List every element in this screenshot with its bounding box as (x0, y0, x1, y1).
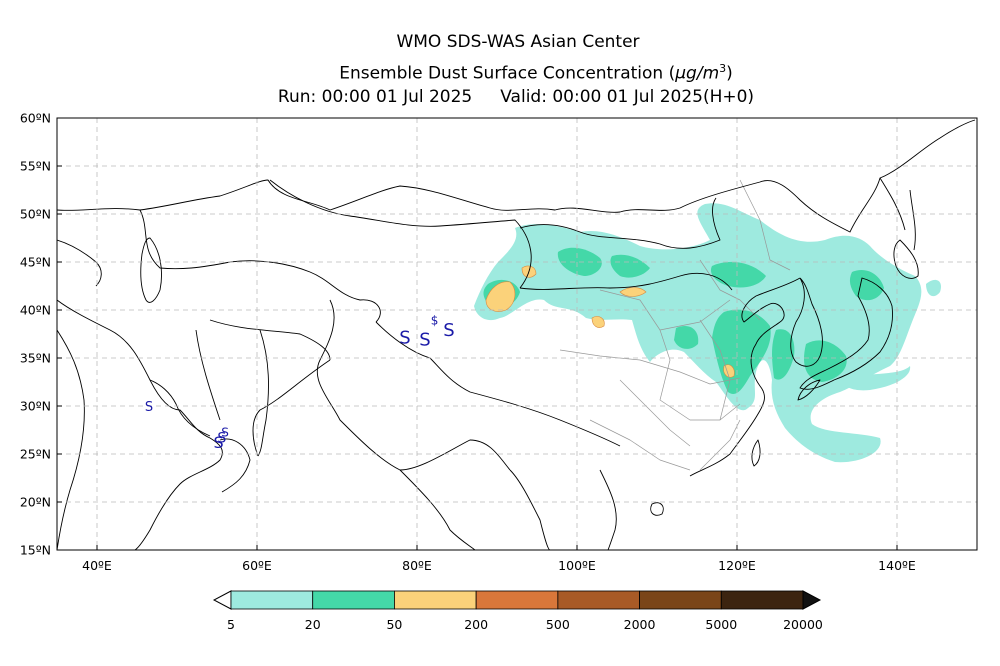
grid-lines (57, 118, 977, 550)
colorbar-label: 5 (227, 617, 235, 632)
colorbar-label: 500 (546, 617, 570, 632)
lon-tick-label: 80ºE (402, 558, 432, 573)
map-subtitle: Ensemble Dust Surface Concentration (μg/… (339, 62, 733, 84)
lat-tick-label: 40ºN (20, 303, 51, 318)
lat-tick-label: 35ºN (20, 351, 51, 366)
unit-label: μg/m (675, 63, 720, 84)
sandstorm-symbol: S (221, 426, 229, 440)
colorbar-swatch (394, 590, 477, 610)
dust-concentration-layer (474, 203, 941, 463)
dust-level-5 (474, 203, 941, 463)
longitude-tick-labels: 40ºE 60ºE 80ºE 100ºE 120ºE 140ºE (82, 545, 916, 573)
lat-tick-label: 25ºN (20, 447, 51, 462)
colorbar-legend (212, 590, 822, 610)
colorbar-swatch (720, 590, 804, 610)
colorbar-under-arrow (212, 590, 232, 610)
colorbar-swatch (639, 590, 722, 610)
colorbar-label: 2000 (624, 617, 656, 632)
map-frame (56, 117, 978, 551)
colorbar-label: 200 (464, 617, 488, 632)
sandstorm-symbol: S (217, 430, 226, 446)
colorbar-label: 50 (386, 617, 402, 632)
map-title: WMO SDS-WAS Asian Center (396, 32, 640, 52)
lat-tick-label: 60ºN (20, 111, 51, 126)
colorbar-over-arrow (802, 590, 822, 610)
run-time: Run: 00:00 01 Jul 2025 (277, 87, 473, 107)
sandstorm-symbol: S (145, 400, 153, 415)
lat-tick-label: 55ºN (20, 159, 51, 174)
colorbar-tick-labels: 5 20 50 200 500 2000 5000 20000 (227, 617, 823, 632)
colorbar-swatch (557, 590, 640, 610)
lat-tick-label: 15ºN (20, 543, 51, 558)
lon-tick-label: 40ºE (82, 558, 112, 573)
sandstorm-symbol: $ (431, 313, 439, 327)
colorbar-swatch (230, 590, 314, 610)
lat-tick-label: 20ºN (20, 495, 51, 510)
sandstorm-symbol: S (214, 433, 224, 452)
colorbar-label: 20 (305, 617, 321, 632)
lon-tick-label: 60ºE (242, 558, 272, 573)
colorbar-swatch (312, 590, 395, 610)
lon-tick-label: 140ºE (878, 558, 916, 573)
sandstorm-symbol: S (399, 328, 410, 349)
sandstorm-symbol: S (419, 330, 430, 351)
lat-tick-label: 50ºN (20, 207, 51, 222)
lon-tick-label: 120ºE (718, 558, 756, 573)
colorbar-label: 5000 (705, 617, 737, 632)
sandstorm-symbol: S (443, 320, 454, 341)
run-valid-line: Run: 00:00 01 Jul 2025 Valid: 00:00 01 Ju… (16, 86, 1000, 108)
lat-tick-label: 45ºN (20, 255, 51, 270)
lat-tick-label: 30ºN (20, 399, 51, 414)
colorbar-swatch (475, 590, 559, 610)
lon-tick-label: 100ºE (558, 558, 596, 573)
colorbar-label: 20000 (783, 617, 823, 632)
latitude-tick-labels: 15ºN 20ºN 25ºN 30ºN 35ºN 40ºN 45ºN 50ºN 55ºN 60ºN (20, 111, 62, 558)
valid-time: Valid: 00:00 01 Jul 2025(H+0) (500, 87, 755, 107)
